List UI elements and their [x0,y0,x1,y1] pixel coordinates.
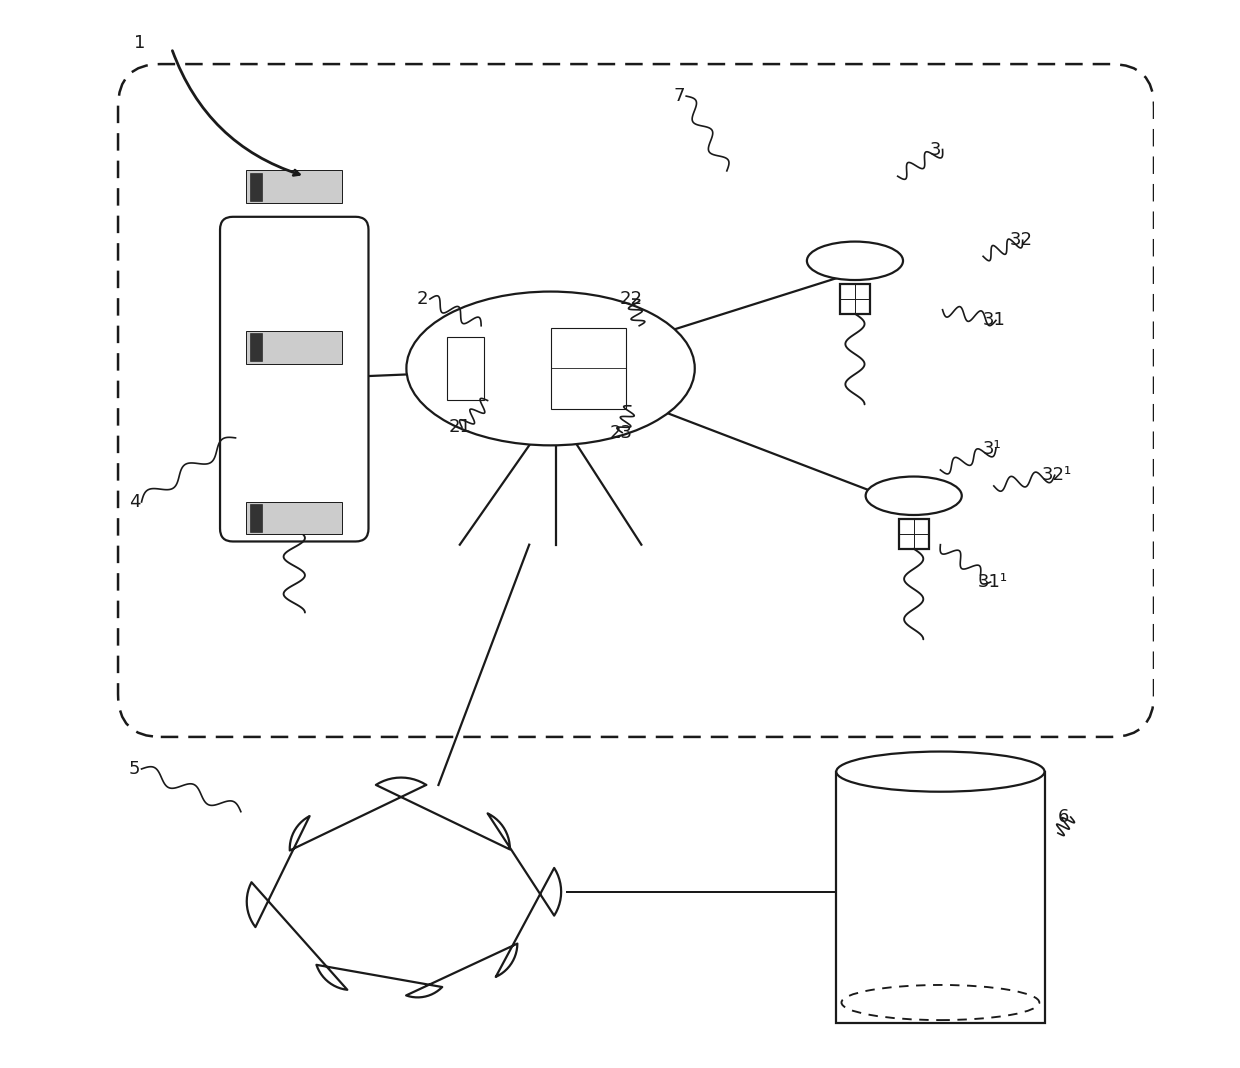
Bar [839,284,870,314]
Bar [836,771,1044,1023]
Bar [249,504,262,532]
Bar [551,328,625,409]
Bar [249,173,262,201]
Text: 3¹: 3¹ [983,440,1002,457]
Text: 32¹: 32¹ [1042,467,1073,484]
Text: 7: 7 [673,88,684,105]
Text: 23: 23 [609,424,632,441]
Text: 32: 32 [1009,232,1033,249]
Text: 22: 22 [620,290,644,308]
Text: 31: 31 [983,312,1006,329]
Text: 1: 1 [134,34,145,51]
FancyBboxPatch shape [247,171,342,203]
FancyBboxPatch shape [247,331,342,363]
Bar [249,333,262,361]
Text: 6: 6 [1058,808,1069,826]
Text: 31¹: 31¹ [978,574,1008,591]
Text: 3: 3 [930,141,941,158]
Ellipse shape [866,476,962,515]
FancyBboxPatch shape [219,217,368,541]
Bar [446,336,485,400]
Ellipse shape [407,292,694,445]
Text: 4: 4 [129,493,140,511]
FancyBboxPatch shape [247,502,342,534]
Ellipse shape [836,752,1044,791]
Polygon shape [247,778,562,998]
Ellipse shape [807,241,903,280]
Text: 2: 2 [417,290,429,308]
Bar [899,519,929,549]
Text: 21: 21 [449,419,472,436]
Text: 5: 5 [129,760,140,778]
